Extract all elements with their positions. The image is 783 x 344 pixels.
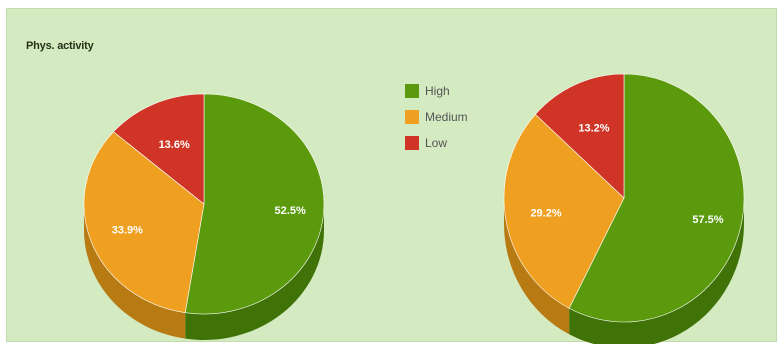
legend-swatch-low xyxy=(405,136,419,150)
legend-swatch-medium xyxy=(405,110,419,124)
pie-slice-label-low: 13.2% xyxy=(578,123,609,135)
pie-slice-label-low: 13.6% xyxy=(159,139,190,151)
pie-slice-side-high xyxy=(569,198,744,344)
legend-swatch-high xyxy=(405,84,419,98)
pie-slice-label-high: 57.5% xyxy=(692,214,723,226)
pie-slice-low[interactable] xyxy=(535,73,625,199)
pie-chart-right: 57.5% 29.2% 13.2% xyxy=(503,73,745,344)
pie-slice-high[interactable] xyxy=(568,73,745,323)
legend-label-low: Low xyxy=(425,136,448,150)
pie-chart-left: 52.5% 33.9% 13.6% xyxy=(83,93,325,340)
pie-slice-label-high: 52.5% xyxy=(275,205,306,217)
legend-label-high: High xyxy=(425,84,450,98)
pie-slice-medium[interactable] xyxy=(83,131,205,313)
pie-slice-label-medium: 29.2% xyxy=(530,207,561,219)
pie-slice-side-medium xyxy=(84,204,186,339)
pie-slice-label-medium: 33.9% xyxy=(112,225,143,237)
pie-slice-low[interactable] xyxy=(113,93,205,205)
pie-slice-side-high xyxy=(185,204,324,340)
legend-label-medium: Medium xyxy=(425,110,468,124)
pie-slice-medium[interactable] xyxy=(503,113,625,309)
pie-slice-side-medium xyxy=(504,198,570,335)
pie-slice-high[interactable] xyxy=(184,93,325,315)
chart-title: Phys. activity xyxy=(26,40,94,52)
